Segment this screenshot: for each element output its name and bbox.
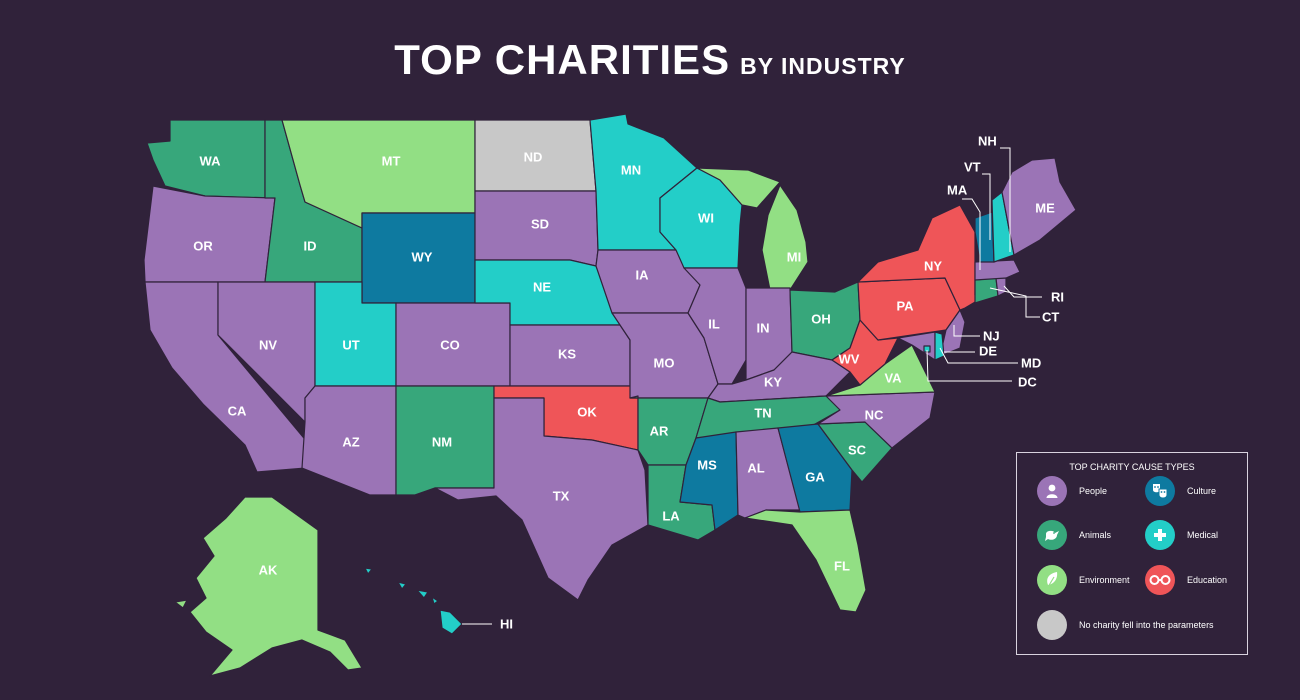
- label-ms: MS: [697, 457, 717, 472]
- state-labels: WA OR CA ID NV MT WY UT AZ CO NM ND SD N…: [193, 149, 1055, 577]
- state-ct[interactable]: [974, 277, 999, 304]
- label-sd: SD: [531, 216, 549, 231]
- label-md: MD: [1021, 355, 1041, 370]
- glasses-icon: [1145, 565, 1175, 595]
- label-il: IL: [708, 316, 720, 331]
- callout-leaders: [462, 147, 1042, 625]
- state-ak[interactable]: [174, 496, 363, 677]
- legend-label-education: Education: [1187, 575, 1228, 585]
- label-ak: AK: [259, 562, 278, 577]
- state-va[interactable]: [825, 344, 936, 397]
- label-az: AZ: [342, 434, 359, 449]
- state-hi[interactable]: [364, 567, 463, 635]
- state-me[interactable]: [1001, 157, 1077, 256]
- legend-label-none: No charity fell into the parameters: [1079, 620, 1214, 630]
- label-mn: MN: [621, 162, 641, 177]
- label-ut: UT: [342, 337, 359, 352]
- legend-item-people: People: [1037, 476, 1107, 506]
- label-fl: FL: [834, 558, 850, 573]
- label-al: AL: [747, 460, 764, 475]
- label-ny: NY: [924, 258, 942, 273]
- label-ri: RI: [1051, 289, 1064, 304]
- label-nd: ND: [524, 149, 543, 164]
- label-ok: OK: [577, 404, 597, 419]
- state-de[interactable]: [934, 331, 945, 361]
- label-ia: IA: [636, 267, 650, 282]
- label-tn: TN: [754, 405, 771, 420]
- label-nv: NV: [259, 337, 277, 352]
- state-fl[interactable]: [744, 509, 867, 613]
- label-in: IN: [757, 320, 770, 335]
- legend-label-animals: Animals: [1079, 530, 1112, 540]
- legend-label-culture: Culture: [1187, 486, 1217, 496]
- label-oh: OH: [811, 311, 831, 326]
- label-or: OR: [193, 238, 213, 253]
- legend: TOP CHARITY CAUSE TYPES People Culture A…: [1016, 452, 1248, 655]
- none-icon: [1037, 610, 1067, 640]
- map-title: TOP CHARITIES BY INDUSTRY: [0, 36, 1300, 84]
- label-co: CO: [440, 337, 460, 352]
- label-wv: WV: [839, 351, 860, 366]
- label-id: ID: [304, 238, 317, 253]
- label-tx: TX: [553, 488, 570, 503]
- legend-item-education: Education: [1145, 565, 1227, 595]
- medical-cross-icon: [1145, 520, 1175, 550]
- legend-item-animals: Animals: [1037, 520, 1111, 550]
- state-vt[interactable]: [974, 211, 995, 263]
- theater-masks-icon: [1145, 476, 1175, 506]
- label-me: ME: [1035, 200, 1055, 215]
- bird-icon: [1037, 520, 1067, 550]
- label-mo: MO: [654, 355, 675, 370]
- state-ma[interactable]: [974, 259, 1021, 281]
- label-vt: VT: [964, 159, 981, 174]
- callout-labels: NH VT MA RI CT NJ DE MD DC HI: [500, 133, 1064, 631]
- label-wy: WY: [412, 249, 433, 264]
- label-mt: MT: [382, 153, 401, 168]
- label-ca: CA: [228, 403, 247, 418]
- label-wa: WA: [200, 153, 222, 168]
- label-ct: CT: [1042, 309, 1059, 324]
- label-dc: DC: [1018, 374, 1037, 389]
- title-main: TOP CHARITIES: [394, 36, 731, 83]
- leaf-icon: [1037, 565, 1067, 595]
- legend-label-environment: Environment: [1079, 575, 1130, 585]
- state-nc[interactable]: [817, 391, 936, 449]
- label-mi: MI: [787, 249, 801, 264]
- label-ma: MA: [947, 182, 968, 197]
- legend-label-people: People: [1079, 486, 1108, 496]
- legend-title: TOP CHARITY CAUSE TYPES: [1069, 462, 1195, 472]
- label-hi: HI: [500, 616, 513, 631]
- legend-item-culture: Culture: [1145, 476, 1216, 506]
- label-ar: AR: [650, 423, 669, 438]
- label-nh: NH: [978, 133, 997, 148]
- label-va: VA: [884, 370, 902, 385]
- label-ky: KY: [764, 374, 782, 389]
- title-subtitle: BY INDUSTRY: [740, 53, 906, 79]
- state-dc[interactable]: [923, 345, 931, 353]
- label-sc: SC: [848, 442, 867, 457]
- legend-item-medical: Medical: [1145, 520, 1218, 550]
- label-ks: KS: [558, 346, 576, 361]
- label-nc: NC: [865, 407, 884, 422]
- legend-item-none: No charity fell into the parameters: [1037, 610, 1214, 640]
- label-nm: NM: [432, 434, 452, 449]
- label-ga: GA: [805, 469, 825, 484]
- legend-label-medical: Medical: [1187, 530, 1219, 540]
- label-wi: WI: [698, 210, 714, 225]
- state-tx[interactable]: [434, 397, 649, 601]
- label-de: DE: [979, 343, 997, 358]
- legend-item-environment: Environment: [1037, 565, 1130, 595]
- label-pa: PA: [896, 298, 914, 313]
- state-or[interactable]: [143, 185, 276, 283]
- state-ga[interactable]: [777, 423, 853, 513]
- label-ne: NE: [533, 279, 551, 294]
- label-la: LA: [662, 508, 680, 523]
- label-nj: NJ: [983, 328, 1000, 343]
- person-icon: [1037, 476, 1067, 506]
